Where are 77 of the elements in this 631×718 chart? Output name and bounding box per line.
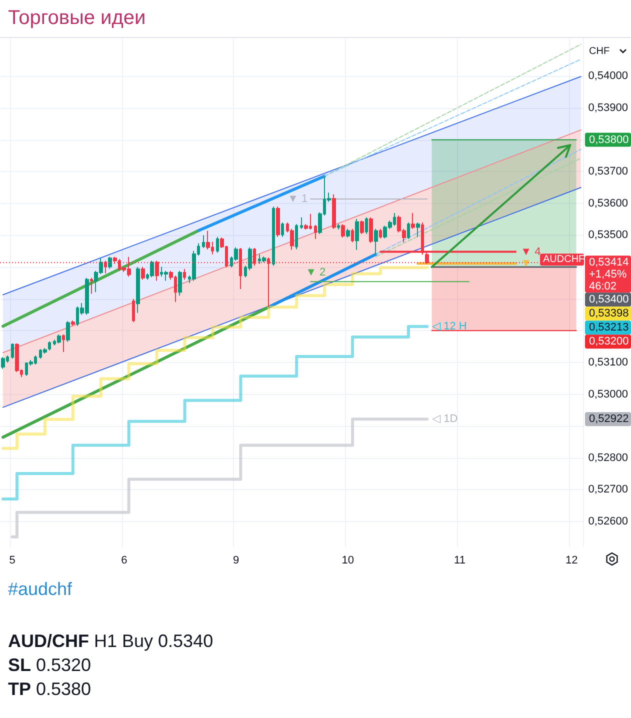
- x-tick-label: 11: [454, 554, 466, 566]
- candlestick: [202, 234, 205, 248]
- candlestick: [411, 212, 415, 230]
- y-tick-label: 0,53100: [588, 356, 628, 368]
- series-label: ▼ 1: [288, 192, 308, 205]
- candlestick: [216, 236, 219, 254]
- candlestick: [360, 220, 364, 234]
- candlestick: [355, 218, 359, 250]
- x-tick-label: 10: [342, 554, 354, 566]
- candlestick: [136, 266, 140, 314]
- candlestick: [374, 228, 378, 256]
- candlestick: [332, 194, 336, 230]
- x-tick-label: 5: [9, 554, 16, 566]
- y-tick-label: 0,52800: [588, 452, 628, 464]
- candlestick: [416, 222, 420, 238]
- y-tick-label: 0,54000: [588, 70, 628, 82]
- y-tick-label: 0,53500: [588, 229, 628, 242]
- chart-title: Торговые идеи: [8, 6, 146, 31]
- series-label: ▼ 4: [520, 246, 541, 258]
- y-tick-label: 0,53000: [588, 388, 628, 400]
- text: 0,52922: [589, 413, 629, 426]
- candlestick: [62, 334, 65, 352]
- text: 0,53213: [589, 322, 629, 334]
- candlestick: [295, 224, 298, 250]
- candlestick: [164, 270, 168, 282]
- candlestick: [108, 256, 112, 270]
- candlestick: [300, 216, 303, 230]
- candlestick: [276, 206, 280, 238]
- y-tick-label: 0,52600: [588, 516, 628, 528]
- candlestick: [262, 256, 266, 263]
- candlestick: [15, 342, 19, 373]
- candlestick: [90, 277, 93, 294]
- y-axis-title: CHF: [589, 46, 610, 56]
- candlestick: [132, 298, 135, 323]
- candlestick: [1, 356, 5, 370]
- candlestick: [379, 228, 382, 239]
- series-label: ▼: [520, 258, 532, 270]
- candlestick: [57, 334, 61, 344]
- candlestick: [314, 224, 317, 240]
- series-label: ◁ 12 H: [432, 320, 467, 333]
- candlestick: [66, 320, 70, 342]
- y-tick-label: 0,52700: [588, 484, 628, 496]
- candlestick: [369, 216, 373, 244]
- candlestick: [141, 266, 145, 280]
- candlestick: [11, 342, 14, 360]
- x-tick-label: 9: [232, 554, 240, 566]
- text: TP 0.5380: [8, 678, 92, 701]
- candlestick: [206, 230, 210, 250]
- candlestick: [178, 270, 182, 296]
- candlestick: [337, 224, 340, 230]
- candlestick: [341, 224, 345, 238]
- candlestick: [365, 216, 368, 234]
- candlestick: [48, 340, 51, 351]
- y-tick-label: 0,53700: [588, 166, 628, 178]
- candlestick: [272, 206, 275, 266]
- series-label: ▼ 2: [306, 266, 326, 279]
- candlestick: [43, 348, 47, 354]
- candlestick: [183, 268, 186, 280]
- candlestick: [346, 228, 350, 238]
- candlestick: [407, 222, 410, 240]
- series-label: ◁ 1D: [432, 413, 458, 426]
- text: AUD/CHF H1 Buy 0.5340: [8, 630, 214, 653]
- y-tick-label: 0,53900: [588, 102, 628, 114]
- data-label: 0,53800: [589, 134, 629, 146]
- candlestick: [351, 228, 354, 243]
- legend-label: 0,53414 +1,45% 46:02: [589, 256, 629, 293]
- x-tick-label: 12: [565, 554, 578, 566]
- candlestick: [281, 222, 284, 238]
- candlestick: [150, 260, 154, 278]
- data-label: 0,53400: [589, 294, 629, 306]
- text: #audchf: [8, 578, 74, 601]
- x-tick-label: 6: [121, 554, 128, 566]
- y-tick-label: 0,53600: [588, 197, 628, 210]
- data-label: 0,53200: [589, 336, 629, 348]
- text: SL 0.5320: [8, 654, 92, 677]
- text: 0,53398: [589, 308, 629, 320]
- candlestick: [71, 320, 75, 326]
